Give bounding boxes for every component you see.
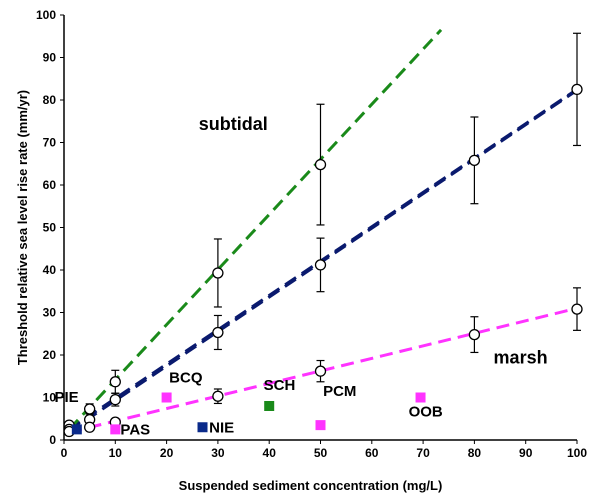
site-marker <box>415 392 426 403</box>
data-points <box>63 83 583 438</box>
x-tick-label: 60 <box>365 446 379 460</box>
data-point <box>84 421 96 433</box>
data-point <box>468 328 481 341</box>
y-tick-label: 20 <box>43 348 57 362</box>
x-tick-label: 70 <box>416 446 430 460</box>
y-tick-label: 0 <box>49 433 56 447</box>
x-tick-label: 50 <box>314 446 328 460</box>
site-markers <box>71 392 426 435</box>
data-point <box>314 259 327 271</box>
y-tick-label: 30 <box>43 306 57 320</box>
y-tick-label: 60 <box>43 178 57 192</box>
chart-labels: PIE PAS BCQ NIE SCH PCM OOB subtidal marsh <box>54 114 547 439</box>
site-label: PIE <box>54 389 78 406</box>
site-label: BCQ <box>169 370 203 387</box>
trend-line <box>68 28 443 431</box>
site-label: SCH <box>264 377 296 394</box>
data-point <box>84 403 96 415</box>
x-tick-label: 100 <box>567 446 587 460</box>
data-point <box>109 376 121 388</box>
region-label: subtidal <box>199 114 268 134</box>
data-point <box>212 267 224 279</box>
axes: 0 10 20 30 40 50 60 70 80 90 100 0 10 20 30 40 50 60 70 80 9… <box>15 8 587 493</box>
site-label: NIE <box>209 419 234 436</box>
site-marker <box>161 392 172 403</box>
x-tick-label: 20 <box>160 446 174 460</box>
data-point <box>571 83 583 96</box>
y-tick-label: 90 <box>43 51 57 65</box>
y-tick-label: 50 <box>43 221 57 235</box>
x-tick-label: 80 <box>468 446 482 460</box>
site-label: PCM <box>323 383 356 400</box>
x-tick-label: 90 <box>519 446 533 460</box>
x-axis-title: Suspended sediment concentration (mg/L) <box>179 478 443 493</box>
data-point <box>468 154 481 167</box>
x-tick-label: 10 <box>109 446 123 460</box>
y-tick-label: 80 <box>43 93 57 107</box>
x-tick-label: 30 <box>211 446 225 460</box>
data-point <box>314 365 327 377</box>
y-axis-title: Threshold relative sea level rise rate (… <box>15 90 30 365</box>
y-tick-label: 10 <box>43 391 57 405</box>
site-marker <box>71 424 82 435</box>
site-marker <box>315 420 326 431</box>
x-tick-label: 40 <box>263 446 277 460</box>
site-label: OOB <box>409 404 443 421</box>
data-point <box>109 393 121 406</box>
x-tick-label: 0 <box>61 446 68 460</box>
data-point <box>314 158 327 171</box>
site-marker <box>197 422 208 433</box>
region-label: marsh <box>494 348 548 368</box>
data-point <box>212 326 224 339</box>
y-tick-label: 70 <box>43 136 57 150</box>
site-label: PAS <box>120 421 150 438</box>
y-tick-label: 40 <box>43 263 57 277</box>
site-marker <box>110 424 121 435</box>
data-point <box>212 390 224 402</box>
site-marker <box>264 401 275 411</box>
y-tick-label: 100 <box>36 8 56 22</box>
data-point <box>571 303 583 315</box>
